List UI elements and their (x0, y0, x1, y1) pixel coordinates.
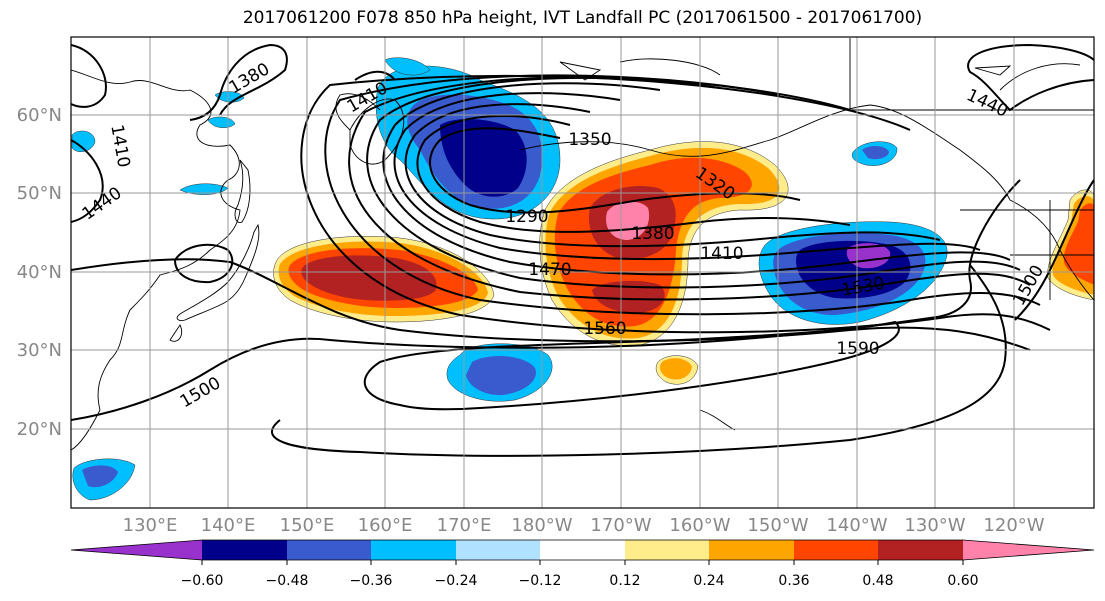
graticule (71, 37, 1094, 508)
colorbar-tick-label: 0.60 (947, 573, 978, 589)
lon-label: 160°W (669, 515, 730, 536)
coastlines (71, 38, 1094, 451)
colorbar (70, 539, 1095, 565)
colorbar-segment (287, 540, 371, 560)
contour-label: 1470 (528, 260, 571, 280)
lat-label: 20°N (17, 419, 62, 440)
lon-label: 170°E (437, 515, 492, 536)
contour-label: 1410 (700, 244, 743, 264)
colorbar-tick-label: 0.24 (693, 573, 724, 589)
lat-label: 30°N (17, 340, 62, 361)
colorbar-tick-label: −0.48 (266, 573, 309, 589)
colorbar-tick-label: −0.36 (350, 573, 393, 589)
colorbar-tick-label: −0.12 (519, 573, 562, 589)
lon-label: 140°W (826, 515, 887, 536)
colorbar-tick-label: −0.24 (435, 573, 478, 589)
lon-label: 150°E (280, 515, 335, 536)
contour-label: 1440 (963, 85, 1011, 121)
colorbar-tick-label: 0.48 (862, 573, 893, 589)
contour-label: 1500 (177, 373, 224, 412)
colorbar-segment (202, 540, 287, 560)
negative-anomaly-north-core (440, 118, 527, 197)
contour-label: 1290 (505, 207, 548, 227)
colorbar-tick-labels: −0.60 −0.48 −0.36 −0.24 −0.12 0.12 0.24 … (181, 573, 979, 589)
lon-label: 170°W (590, 515, 651, 536)
lon-label: 180°W (511, 515, 572, 536)
colorbar-tick-label: 0.36 (778, 573, 809, 589)
colorbar-segment (709, 540, 794, 560)
colorbar-tick-label: −0.60 (181, 573, 224, 589)
colorbar-segment (878, 540, 963, 560)
lon-label: 140°E (201, 515, 256, 536)
colorbar-tick-label: 0.12 (609, 573, 640, 589)
contour-label: 1560 (583, 319, 626, 339)
map-title: 2017061200 F078 850 hPa height, IVT Land… (242, 8, 923, 28)
colorbar-segment (625, 540, 709, 560)
colorbar-segment (456, 540, 540, 560)
shading-layer (71, 57, 1094, 501)
colorbar-segment (794, 540, 878, 560)
lat-label: 40°N (17, 262, 62, 283)
map-frame (70, 36, 1095, 509)
contour-label: 1350 (568, 130, 611, 150)
contour-label: 1590 (836, 339, 879, 359)
contour-label: 1410 (106, 123, 133, 169)
latitude-labels: 60°N 50°N 40°N 30°N 20°N (17, 105, 62, 440)
longitude-labels: 130°E 140°E 150°E 160°E 170°E 180°W 170°… (123, 515, 1045, 536)
colorbar-segment (71, 540, 202, 560)
lon-label: 130°E (123, 515, 178, 536)
lon-label: 150°W (747, 515, 808, 536)
lon-label: 160°E (358, 515, 413, 536)
lat-label: 50°N (17, 183, 62, 204)
colorbar-segment (540, 540, 625, 560)
contour-label: 1380 (631, 224, 674, 244)
lon-label: 120°W (983, 515, 1044, 536)
lon-label: 130°W (904, 515, 965, 536)
colorbar-segment (371, 540, 456, 560)
colorbar-segment (963, 540, 1094, 560)
lat-label: 60°N (17, 105, 62, 126)
